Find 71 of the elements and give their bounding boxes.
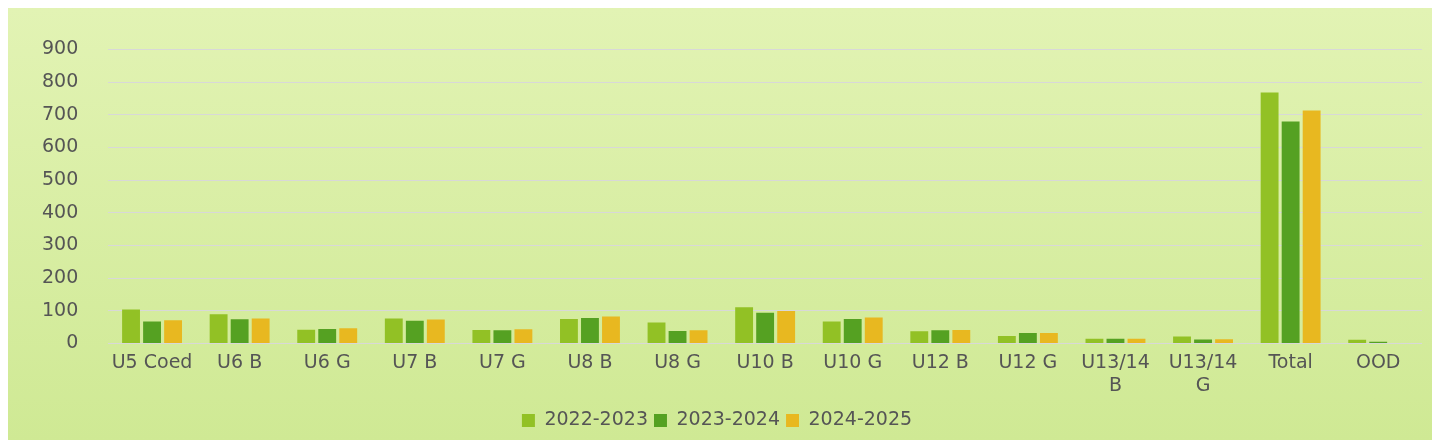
bar: [602, 316, 620, 343]
bar: [997, 335, 1016, 343]
y-tick-label: 300: [42, 232, 79, 255]
bar: [230, 319, 249, 343]
legend-label: 2022-2023: [544, 407, 648, 430]
bar: [384, 318, 403, 343]
x-tick-label: U8 G: [654, 349, 701, 372]
bar: [472, 330, 491, 343]
bar: [864, 317, 883, 343]
bar: [756, 312, 775, 343]
bar: [1215, 339, 1233, 343]
bar: [297, 329, 316, 343]
y-tick-label: 100: [42, 297, 79, 320]
bar: [1039, 332, 1058, 343]
x-tick-label: U8 B: [567, 349, 613, 372]
y-tick-label: 0: [66, 330, 79, 353]
bar: [209, 314, 228, 343]
bar: [251, 318, 270, 343]
bar: [668, 330, 687, 343]
bar: [581, 317, 599, 343]
bar: [1127, 338, 1146, 343]
x-tick-label: U7 G: [479, 349, 526, 372]
y-tick-label: 800: [42, 69, 79, 91]
y-tick-label: 200: [42, 265, 79, 287]
bar: [560, 318, 578, 343]
bar: [143, 321, 161, 343]
bar: [689, 330, 708, 343]
x-tick-label: U12 B: [911, 349, 969, 372]
y-tick-label: 500: [42, 167, 79, 189]
x-tick-label: U6 B: [217, 349, 263, 372]
bar: [493, 330, 512, 343]
bar: [318, 329, 337, 343]
bar: [164, 320, 183, 343]
x-tick-label: U12 G: [998, 349, 1058, 372]
bar: [405, 320, 424, 343]
x-tick-label: U7 B: [392, 349, 438, 372]
bar: [822, 321, 841, 343]
bar: [1281, 121, 1300, 343]
bar: [735, 307, 754, 343]
x-tick-label: OOD: [1355, 349, 1401, 372]
legend-label: 2023-2024: [676, 407, 781, 430]
bar: [1348, 339, 1367, 343]
bar: [647, 322, 666, 343]
bar: [514, 329, 533, 343]
bar: [843, 318, 862, 343]
y-tick-label: 400: [42, 199, 79, 222]
bar: [339, 328, 358, 343]
legend-label: 2024-2025: [808, 407, 913, 430]
bar: [1018, 332, 1037, 343]
bar: [777, 311, 796, 343]
y-tick-label: 700: [42, 101, 79, 124]
bar: [1260, 92, 1279, 343]
bar: [931, 330, 950, 343]
bar: [1194, 339, 1212, 343]
x-tick-label: U10 G: [823, 349, 883, 372]
bar: [1106, 338, 1125, 343]
x-tick-label: U5 Coed: [111, 349, 193, 372]
bar: [426, 319, 445, 343]
x-tick-label: U13/14 B: [1081, 349, 1150, 395]
bar: [1302, 110, 1321, 343]
y-tick-label: 600: [42, 134, 79, 157]
bar: [1173, 336, 1191, 343]
y-tick-label: 900: [42, 36, 79, 59]
bar: [910, 331, 929, 343]
bar: [952, 330, 971, 343]
x-tick-label: U10 B: [736, 349, 794, 372]
x-tick-label: U6 G: [303, 349, 351, 372]
x-tick-label: Total: [1267, 349, 1313, 372]
x-tick-label: U13/14 G: [1168, 349, 1238, 395]
bar: [1085, 338, 1104, 343]
bar: [122, 309, 140, 343]
